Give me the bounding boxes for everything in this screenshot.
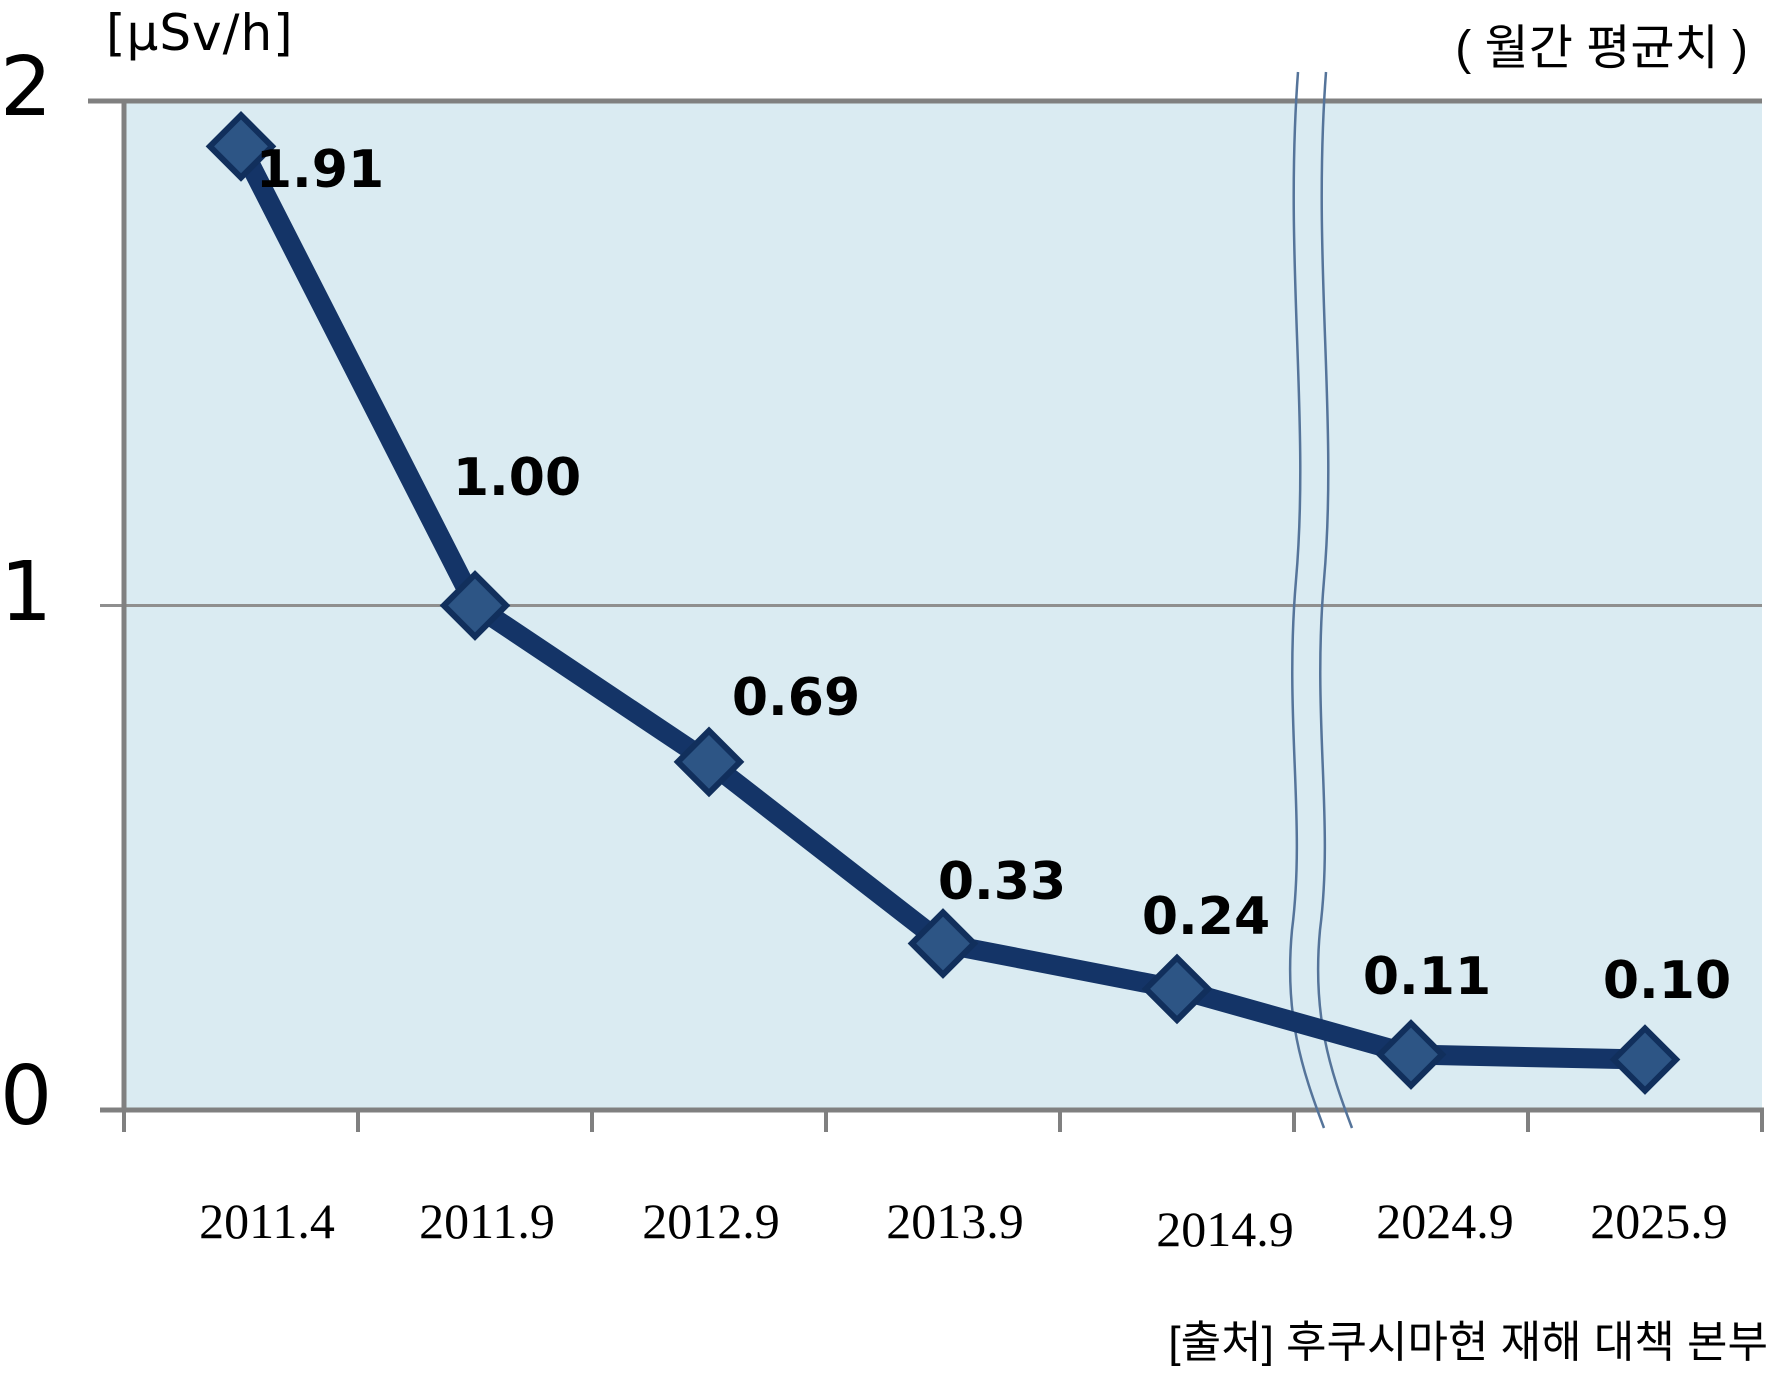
x-tick-label: 2011.9 (419, 1193, 555, 1249)
value-label: 0.33 (937, 851, 1067, 912)
x-tick-label: 2014.9 (1156, 1201, 1294, 1257)
y-axis-unit-label: [μSv/h] (106, 4, 294, 62)
data-point-marker (673, 726, 745, 798)
value-label: 1.91 (255, 140, 385, 201)
data-point-marker (1609, 1024, 1681, 1095)
x-tick-label: 2013.9 (886, 1193, 1024, 1249)
data-point-marker (1141, 953, 1213, 1025)
y-tick-label: 2 (0, 40, 53, 135)
value-label: 1.00 (452, 447, 582, 508)
value-label: 0.24 (1141, 886, 1271, 947)
value-label: 0.11 (1362, 946, 1492, 1007)
value-label: 0.69 (731, 667, 861, 728)
data-point-marker (205, 111, 277, 182)
y-tick-label: 1 (0, 544, 53, 640)
x-tick-label: 2012.9 (642, 1193, 780, 1249)
chart-subtitle: ( 월간 평균치 ) (1455, 22, 1748, 75)
x-tick-label: 2011.4 (199, 1193, 335, 1249)
axis-break-mark (1316, 71, 1354, 1129)
value-label: 0.10 (1602, 950, 1732, 1011)
x-tick-label: 2025.9 (1590, 1193, 1728, 1249)
data-point-marker (1375, 1019, 1447, 1090)
data-point-marker (439, 570, 511, 641)
data-point-marker (907, 908, 979, 979)
y-tick-label: 0 (0, 1049, 53, 1144)
x-tick-label: 2024.9 (1376, 1193, 1514, 1249)
source-note: [출처] 후쿠시마현 재해 대책 본부 (1168, 1318, 1768, 1367)
